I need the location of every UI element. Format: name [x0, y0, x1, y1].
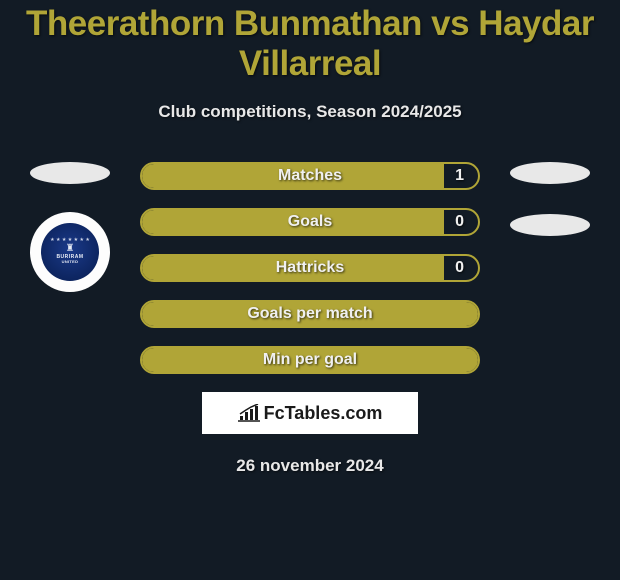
stat-bar: Goals0	[140, 208, 480, 236]
comparison-content: ★ ★ ★ ★ ★ ★ ★ ♜ BURIRAM UNITED Matches1 G…	[0, 162, 620, 476]
brand-label: FcTables.com	[264, 403, 383, 424]
stat-value: 0	[455, 256, 464, 280]
stat-bar: Min per goal	[140, 346, 480, 374]
player-placeholder-left	[30, 162, 110, 184]
player-placeholder-right-1	[510, 162, 590, 184]
stat-label: Matches	[142, 164, 478, 188]
page-title: Theerathorn Bunmathan vs Haydar Villarre…	[0, 0, 620, 84]
club-badge-left: ★ ★ ★ ★ ★ ★ ★ ♜ BURIRAM UNITED	[30, 212, 110, 292]
left-player-column: ★ ★ ★ ★ ★ ★ ★ ♜ BURIRAM UNITED	[20, 162, 120, 292]
stat-label: Goals	[142, 210, 478, 234]
stat-bar: Goals per match	[140, 300, 480, 328]
player-placeholder-right-2	[510, 214, 590, 236]
stat-label: Goals per match	[142, 302, 478, 326]
stat-value: 0	[455, 210, 464, 234]
stat-label: Hattricks	[142, 256, 478, 280]
stat-bar: Hattricks0	[140, 254, 480, 282]
right-player-column	[500, 162, 600, 236]
club-sub: UNITED	[62, 260, 79, 265]
stat-label: Min per goal	[142, 348, 478, 372]
stat-bar: Matches1	[140, 162, 480, 190]
brand-box: FcTables.com	[202, 392, 418, 434]
club-castle-icon: ♜	[66, 244, 75, 254]
subtitle: Club competitions, Season 2024/2025	[0, 102, 620, 122]
brand-chart-icon	[238, 404, 260, 422]
club-badge-inner: ★ ★ ★ ★ ★ ★ ★ ♜ BURIRAM UNITED	[41, 223, 99, 281]
club-stars-icon: ★ ★ ★ ★ ★ ★ ★	[50, 238, 90, 243]
stat-bars: Matches1Goals0Hattricks0Goals per matchM…	[140, 162, 480, 374]
date-label: 26 november 2024	[0, 456, 620, 476]
stat-value: 1	[455, 164, 464, 188]
